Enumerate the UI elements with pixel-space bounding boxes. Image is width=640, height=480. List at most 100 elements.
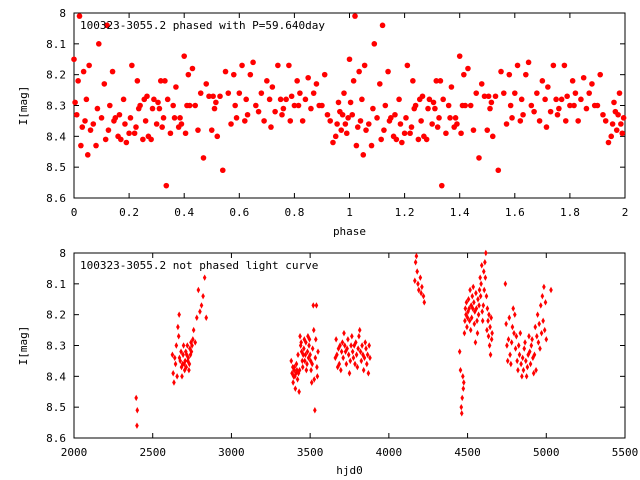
x-tick-label: 1.4 (450, 206, 470, 219)
data-point (292, 363, 297, 371)
data-point (313, 354, 318, 362)
data-point (131, 130, 138, 137)
data-point (361, 62, 368, 69)
data-point (512, 90, 518, 96)
data-point (542, 326, 547, 334)
data-point (295, 376, 300, 383)
data-point (306, 333, 310, 340)
data-point (385, 68, 391, 75)
data-point (346, 56, 353, 63)
data-point (470, 127, 477, 133)
data-point (283, 96, 289, 103)
data-point (508, 351, 512, 358)
data-point (294, 360, 299, 368)
data-point (78, 142, 84, 149)
data-point (556, 105, 562, 112)
data-point (486, 317, 490, 325)
data-point (350, 78, 357, 84)
data-point (208, 127, 215, 133)
data-point (477, 302, 481, 309)
data-point (266, 96, 273, 103)
data-point (112, 115, 119, 121)
data-point (305, 360, 309, 368)
data-point (357, 118, 364, 124)
data-point (600, 111, 606, 118)
data-point (324, 111, 331, 118)
data-point (180, 373, 184, 380)
data-point (71, 56, 77, 63)
data-point (619, 130, 626, 137)
data-point (525, 363, 530, 371)
data-point (561, 62, 568, 69)
data-point (495, 167, 502, 174)
data-point (214, 133, 221, 140)
data-point (412, 102, 419, 109)
data-point (134, 394, 138, 402)
data-point (173, 84, 179, 90)
data-point (321, 71, 328, 78)
data-point (239, 62, 245, 69)
data-point (567, 102, 573, 109)
data-point (388, 115, 394, 121)
data-point (313, 81, 320, 87)
data-point (397, 121, 404, 127)
data-point (94, 105, 101, 112)
data-point (469, 314, 474, 321)
data-point (529, 342, 534, 349)
data-point (242, 118, 248, 124)
data-point (206, 93, 212, 100)
data-point (345, 345, 349, 352)
y-tick-label: 8.3 (46, 100, 66, 113)
data-point (414, 252, 419, 260)
data-point (183, 357, 187, 365)
data-point (419, 93, 426, 100)
data-point (517, 351, 522, 358)
x-tick-label: 0.8 (284, 206, 304, 219)
data-point (594, 102, 601, 109)
data-point (528, 360, 533, 368)
data-point (543, 124, 550, 130)
data-point (524, 373, 529, 380)
data-point (602, 118, 609, 124)
y-tick-label: 8.1 (46, 278, 66, 291)
data-point (488, 99, 495, 106)
data-point (520, 373, 524, 380)
data-point (472, 320, 477, 328)
data-point (533, 323, 538, 331)
data-point (135, 407, 140, 414)
data-point (342, 329, 346, 337)
data-point (120, 96, 127, 103)
data-point (505, 357, 510, 365)
data-point (434, 124, 441, 130)
data-point (98, 115, 105, 121)
data-point (535, 333, 539, 340)
data-point (204, 314, 209, 321)
data-point (79, 124, 86, 130)
data-point (463, 305, 468, 312)
data-point (192, 102, 199, 109)
data-point (258, 90, 265, 96)
data-point (299, 339, 303, 346)
data-point (286, 62, 292, 69)
data-point (522, 345, 527, 352)
y-tick-label: 8.3 (46, 340, 66, 353)
data-point (432, 105, 438, 112)
data-point (475, 329, 480, 337)
data-point (353, 360, 357, 368)
data-point (492, 93, 499, 100)
data-point (447, 115, 453, 121)
data-point (489, 133, 496, 140)
data-point (523, 71, 529, 78)
data-point (228, 121, 234, 127)
data-point (171, 115, 178, 121)
data-point (611, 99, 617, 106)
axis-ticks: 0 0.2 0.4 0.6 0.8 1 1.2 1.4 1.6 1.8 2 8 8.1 8.2 8.3 8.4… (46, 7, 628, 219)
data-point (332, 133, 339, 140)
data-point (534, 366, 538, 374)
data-point (159, 124, 165, 130)
data-point (357, 326, 362, 334)
data-point (543, 299, 548, 306)
data-point (341, 90, 347, 96)
data-point (335, 99, 342, 106)
data-point (294, 78, 300, 84)
